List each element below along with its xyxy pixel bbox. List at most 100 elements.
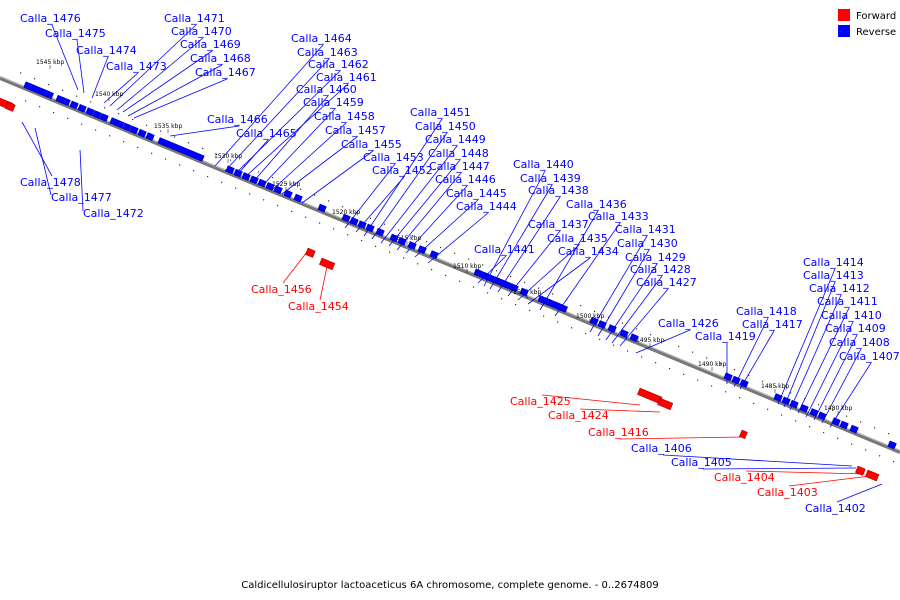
leader-line xyxy=(777,268,836,405)
reverse-gene xyxy=(349,217,359,226)
marker-dot xyxy=(515,303,517,306)
marker-dot xyxy=(305,216,307,218)
gene-label: Calla_1473 xyxy=(106,60,167,73)
marker-dot xyxy=(389,251,391,253)
reverse-gene xyxy=(817,411,827,421)
marker-dot xyxy=(384,223,386,225)
marker-dot xyxy=(739,397,741,399)
reverse-gene xyxy=(607,324,617,333)
gene-label: Calla_1434 xyxy=(558,245,619,258)
gene-label: Calla_1445 xyxy=(446,187,507,200)
leader-line xyxy=(619,288,669,347)
marker-dot xyxy=(627,350,629,352)
marker-dot xyxy=(67,117,69,119)
marker-dot xyxy=(678,345,680,347)
marker-dot xyxy=(76,95,78,97)
reverse-gene xyxy=(92,110,102,119)
marker-dot xyxy=(403,257,405,259)
marker-dot xyxy=(151,152,153,154)
reverse-gene xyxy=(317,203,327,213)
leader-line xyxy=(319,261,329,301)
leader-line xyxy=(235,139,269,177)
gene-label: Calla_1469 xyxy=(180,38,241,51)
scale-tick-label: 1545 kbp xyxy=(36,59,64,66)
reverse-gene xyxy=(397,236,407,246)
reverse-gene xyxy=(739,379,749,388)
gene-label: Calla_1477 xyxy=(51,191,112,204)
marker-dot xyxy=(118,113,120,115)
gene-label: Calla_1463 xyxy=(297,46,358,59)
forward-gene xyxy=(319,257,336,271)
marker-dot xyxy=(53,111,55,114)
marker-dot xyxy=(851,443,853,445)
marker-dot xyxy=(879,455,881,457)
gene-label: Calla_1412 xyxy=(809,282,870,295)
reverse-gene xyxy=(129,125,139,135)
gene-label: Calla_1431 xyxy=(615,223,676,236)
marker-dot xyxy=(370,217,372,219)
marker-dot xyxy=(753,402,755,405)
marker-dot xyxy=(608,316,610,318)
marker-dot xyxy=(655,362,657,364)
gene-label: Calla_1427 xyxy=(636,276,697,289)
gene-label: Calla_1437 xyxy=(528,218,589,231)
marker-dot xyxy=(398,229,400,231)
marker-dot xyxy=(328,200,330,202)
marker-dot xyxy=(48,83,50,86)
marker-dot xyxy=(487,292,489,294)
marker-dot xyxy=(510,275,512,278)
marker-dot xyxy=(636,328,638,330)
leader-line xyxy=(169,125,240,137)
marker-dot xyxy=(459,280,461,282)
leader-line xyxy=(813,334,858,421)
gene-label: Calla_1478 xyxy=(20,176,81,189)
marker-dot xyxy=(823,431,825,434)
gene-label: Calla_1429 xyxy=(625,251,686,264)
leader-line xyxy=(371,132,448,240)
marker-dot xyxy=(706,357,708,359)
reverse-gene xyxy=(597,320,607,329)
reverse-gene xyxy=(61,97,71,107)
marker-dot xyxy=(846,415,848,417)
marker-dot xyxy=(193,170,195,172)
marker-dot xyxy=(725,391,727,393)
reverse-gene xyxy=(23,81,54,100)
leader-line xyxy=(554,222,621,317)
reverse-gene xyxy=(233,168,243,178)
marker-dot xyxy=(165,158,167,160)
leader-line xyxy=(271,122,347,191)
reverse-gene xyxy=(839,420,849,430)
marker-dot xyxy=(818,403,820,406)
marker-dot xyxy=(762,380,764,382)
leader-line xyxy=(252,95,329,183)
marker-dot xyxy=(795,420,797,422)
reverse-gene xyxy=(293,193,303,203)
leader-line xyxy=(76,39,85,94)
reverse-gene xyxy=(629,333,639,343)
marker-dot xyxy=(249,193,251,195)
marker-dot xyxy=(837,437,839,439)
scale-tick-label: 1505 kbp xyxy=(513,289,541,296)
gene-label: Calla_1462 xyxy=(308,58,369,71)
leader-line xyxy=(103,72,139,104)
forward-gene xyxy=(855,465,866,476)
gene-label: Calla_1424 xyxy=(548,409,609,422)
forward-gene xyxy=(305,247,316,258)
marker-dot xyxy=(146,124,148,126)
leader-line xyxy=(541,394,641,406)
reverse-gene xyxy=(831,417,841,427)
figure-caption: Caldicellulosiruptor lactoaceticus 6A ch… xyxy=(241,580,659,591)
marker-dot xyxy=(39,106,41,108)
leader-line xyxy=(829,362,872,428)
gene-label: Calla_1407 xyxy=(839,350,900,363)
reverse-gene xyxy=(69,100,79,110)
reverse-gene xyxy=(781,396,791,406)
reverse-gene xyxy=(85,107,95,117)
leader-line xyxy=(122,50,213,113)
marker-dot xyxy=(20,72,22,74)
gene-label: Calla_1453 xyxy=(363,151,424,164)
marker-dot xyxy=(468,258,470,260)
gene-label: Calla_1441 xyxy=(474,243,535,256)
gene-label: Calla_1474 xyxy=(76,44,137,57)
leader-line xyxy=(619,436,743,440)
